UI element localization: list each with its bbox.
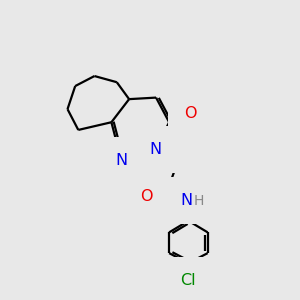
Text: Cl: Cl	[181, 273, 196, 288]
Text: O: O	[184, 106, 197, 121]
Text: N: N	[181, 193, 193, 208]
Text: N: N	[149, 142, 161, 158]
Text: O: O	[140, 189, 152, 204]
Text: N: N	[115, 153, 128, 168]
Text: H: H	[194, 194, 204, 208]
